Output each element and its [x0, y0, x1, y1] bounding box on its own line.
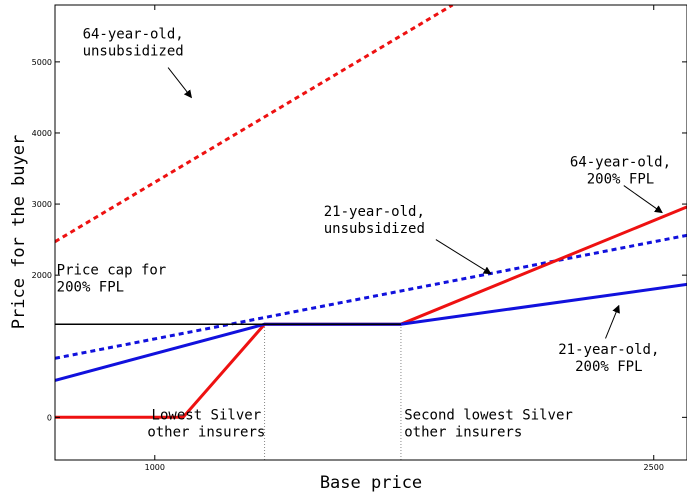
annotation-arrow	[435, 239, 492, 275]
series-layer	[55, 5, 687, 419]
annotation-2: 64-year-old, 200% FPL	[570, 154, 671, 214]
annotation-7: Second lowest Silver other insurers	[404, 407, 573, 440]
annotation-text: 21-year-old, unsubsidized	[324, 204, 425, 237]
ticks-layer: 1000 2500 0 2000 3000 4000 5000	[32, 5, 687, 472]
plot-frame	[54, 4, 687, 461]
vertical-guides	[264, 324, 402, 460]
annotation-arrow	[167, 67, 192, 99]
y-tick-label: 3000	[32, 200, 52, 209]
annotation-text: Lowest Silver other insurers	[147, 407, 265, 440]
annotation-line: 200% FPL	[57, 279, 124, 295]
annotation-6: Lowest Silver other insurers	[147, 407, 265, 440]
annotation-line: Second lowest Silver	[404, 407, 573, 423]
annotation-line: 200% FPL	[575, 359, 642, 375]
y-axis-label: Price for the buyer	[9, 135, 29, 329]
y-tick-label: 0	[47, 413, 52, 422]
annotation-line: 64-year-old,	[570, 154, 671, 170]
annotation-arrow	[623, 185, 663, 214]
annotation-line: other insurers	[404, 424, 522, 440]
x-tick-label: 2500	[644, 463, 664, 472]
x-axis-label: Base price	[320, 473, 422, 493]
y-tick-label: 5000	[32, 58, 52, 67]
annotation-text: 64-year-old, 200% FPL	[570, 154, 671, 187]
series-old_fpl	[55, 205, 687, 419]
annotation-line: 21-year-old,	[324, 204, 425, 220]
annotation-arrow	[605, 304, 620, 339]
annotation-text: 64-year-old, unsubsidized	[83, 26, 184, 59]
y-tick-label: 2000	[32, 271, 52, 280]
annotation-line: Lowest Silver	[152, 407, 262, 423]
x-tick-label: 1000	[145, 463, 165, 472]
annotation-line: 200% FPL	[587, 171, 654, 187]
y-tick-label: 4000	[32, 129, 52, 138]
annotation-text: 21-year-old, 200% FPL	[558, 342, 659, 375]
annotation-line: unsubsidized	[324, 221, 425, 237]
annotation-line: 64-year-old,	[83, 26, 184, 42]
annotation-line: 21-year-old,	[558, 342, 659, 358]
annotation-4: Price cap for 200% FPL	[57, 262, 167, 295]
annotation-text: Price cap for 200% FPL	[57, 262, 167, 295]
annotation-line: Price cap for	[57, 262, 167, 278]
annotation-3: 21-year-old, unsubsidized	[324, 204, 492, 275]
annotation-5: 21-year-old, 200% FPL	[558, 304, 659, 375]
annotation-line: other insurers	[147, 424, 265, 440]
annotation-text: Second lowest Silver other insurers	[404, 407, 573, 440]
annotation-1: 64-year-old, unsubsidized	[83, 26, 192, 99]
annotation-line: unsubsidized	[83, 43, 184, 59]
